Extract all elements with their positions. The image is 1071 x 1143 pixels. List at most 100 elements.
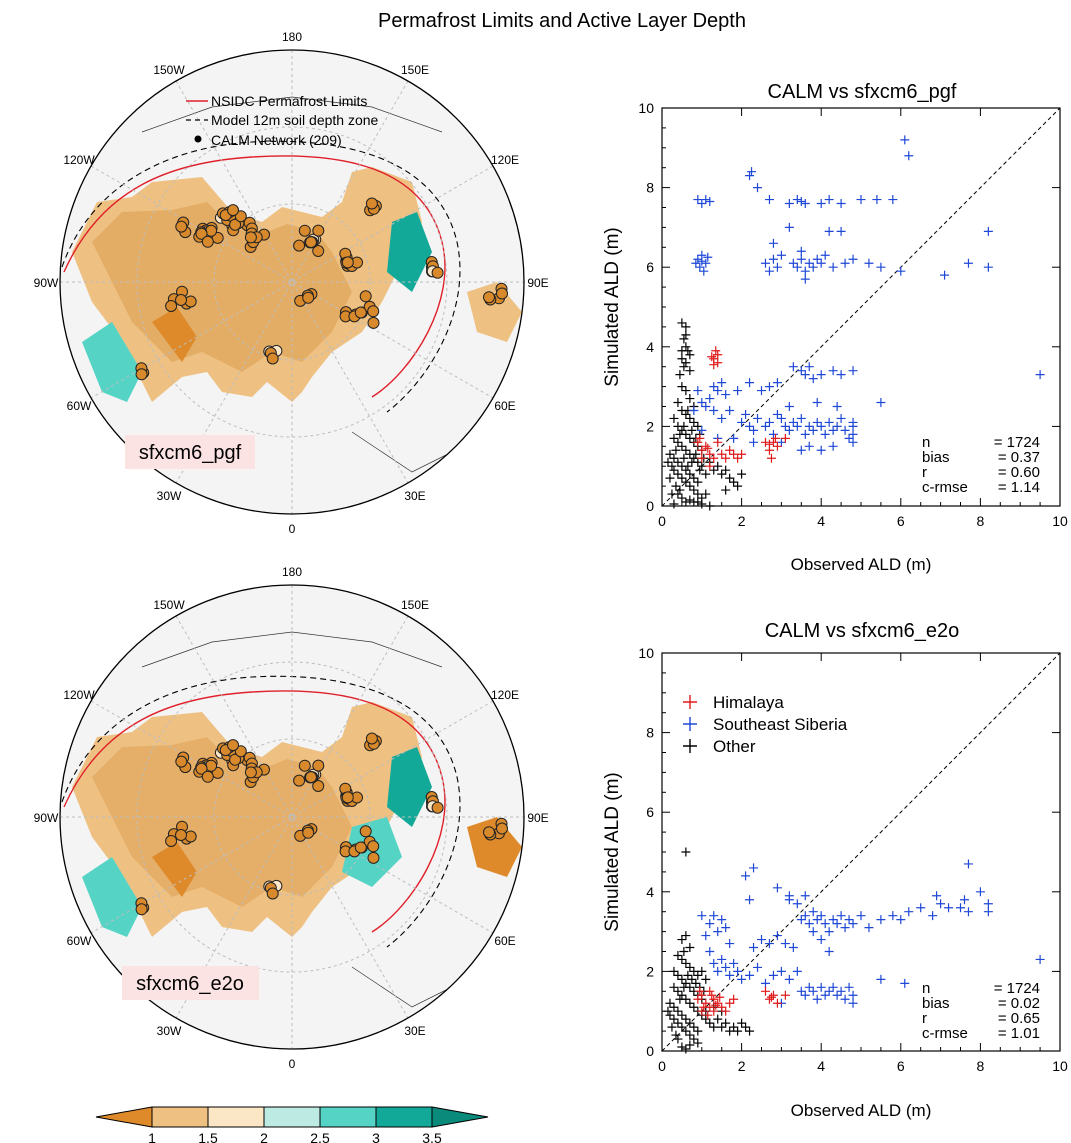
data-point-southeast-siberia	[709, 958, 719, 968]
data-point-other	[677, 382, 687, 392]
data-point-southeast-siberia	[768, 429, 778, 439]
data-point-southeast-siberia	[800, 266, 810, 276]
calm-sites-pgf	[135, 197, 508, 381]
calm-site-marker	[175, 755, 188, 768]
data-point-southeast-siberia	[816, 258, 826, 268]
stat-value: = 1724	[994, 434, 1040, 451]
data-point-southeast-siberia	[844, 433, 854, 443]
teal-zone-west	[82, 857, 142, 937]
colorbar-tick-label: 3.5	[422, 1130, 442, 1143]
data-point-southeast-siberia	[844, 982, 854, 992]
lon-label: 90W	[34, 811, 59, 825]
data-point-southeast-siberia	[784, 895, 794, 905]
colorbar-tick-label: 2.5	[310, 1130, 330, 1143]
model-label: sfxcm6_pgf	[139, 442, 242, 464]
data-point-southeast-siberia	[705, 197, 715, 207]
data-point-other	[701, 1014, 711, 1024]
one-to-one-line	[661, 107, 1061, 507]
x-tick-label: 0	[658, 1058, 666, 1074]
data-point-other	[691, 449, 701, 459]
calm-site-marker	[365, 197, 378, 210]
data-point-southeast-siberia	[812, 254, 822, 264]
data-point-himalaya	[695, 986, 705, 996]
data-point-southeast-siberia	[832, 421, 842, 431]
data-point-southeast-siberia	[772, 378, 782, 388]
stat-label: n	[922, 434, 930, 451]
data-point-southeast-siberia	[836, 911, 846, 921]
data-point-other	[701, 974, 711, 984]
data-point-himalaya	[695, 433, 705, 443]
data-point-other	[677, 441, 687, 451]
calm-site-marker	[184, 830, 197, 843]
data-point-southeast-siberia	[764, 382, 774, 392]
data-point-southeast-siberia	[705, 919, 715, 929]
data-point-himalaya	[709, 994, 719, 1004]
data-point-southeast-siberia	[745, 171, 755, 181]
x-tick-label: 4	[817, 1058, 825, 1074]
data-point-himalaya	[729, 994, 739, 1004]
data-point-himalaya	[709, 1006, 719, 1016]
calm-site-marker	[135, 903, 148, 916]
lon-label: 30W	[157, 1024, 182, 1038]
data-point-other	[677, 954, 687, 964]
data-point-himalaya	[760, 437, 770, 447]
data-point-other	[693, 1026, 703, 1036]
calm-site-marker	[229, 753, 242, 766]
data-point-other	[681, 931, 691, 941]
data-point-southeast-siberia	[975, 887, 985, 897]
data-point-southeast-siberia	[729, 433, 739, 443]
data-point-other	[689, 417, 699, 427]
data-point-other	[677, 1010, 687, 1020]
data-point-himalaya	[725, 998, 735, 1008]
data-point-other	[671, 481, 681, 491]
data-point-southeast-siberia	[1035, 954, 1045, 964]
data-point-southeast-siberia	[776, 437, 786, 447]
y-axis-label: Simulated ALD (m)	[602, 772, 623, 931]
data-point-himalaya	[699, 1002, 709, 1012]
calm-site-marker	[305, 236, 317, 249]
data-point-southeast-siberia	[804, 421, 814, 431]
data-point-southeast-siberia	[721, 923, 731, 933]
data-point-other	[671, 445, 681, 455]
data-point-himalaya	[707, 352, 717, 362]
data-point-southeast-siberia	[876, 974, 886, 984]
data-point-southeast-siberia	[757, 386, 766, 396]
data-point-southeast-siberia	[944, 903, 954, 913]
data-point-southeast-siberia	[741, 409, 751, 419]
data-point-southeast-siberia	[693, 195, 703, 205]
data-point-southeast-siberia	[832, 402, 842, 411]
scatter-pgf: CALM vs sfxcm6_pgf 0 2 4 6 8 10 0 2 4 6 8 10 Observ…	[602, 81, 1068, 574]
data-point-southeast-siberia	[828, 366, 838, 376]
data-point-southeast-siberia	[824, 947, 834, 956]
data-point-other	[685, 998, 695, 1008]
y-tick-label: 4	[646, 339, 654, 355]
data-point-southeast-siberia	[900, 978, 910, 988]
data-point-southeast-siberia	[768, 254, 778, 264]
teal-zone-west	[82, 322, 142, 402]
data-point-southeast-siberia	[820, 250, 830, 260]
data-point-southeast-siberia	[741, 871, 751, 881]
data-point-other	[683, 970, 693, 980]
data-point-southeast-siberia	[784, 974, 794, 984]
data-point-southeast-siberia	[784, 425, 794, 435]
data-point-southeast-siberia	[983, 907, 993, 917]
x-tick-label: 6	[897, 513, 905, 529]
scatter-points	[663, 847, 1045, 1054]
data-point-other	[679, 982, 689, 992]
data-point-himalaya	[715, 992, 725, 1002]
data-point-other	[685, 943, 695, 953]
data-point-southeast-siberia	[745, 970, 755, 980]
data-point-other	[705, 501, 715, 511]
stat-label: bias	[922, 449, 950, 466]
data-point-himalaya	[705, 461, 715, 471]
data-point-southeast-siberia	[695, 262, 705, 272]
model-zone-line	[61, 675, 461, 948]
data-point-southeast-siberia	[725, 939, 735, 949]
data-point-southeast-siberia	[808, 986, 818, 996]
legend-label-model-zone: Model 12m soil depth zone	[211, 112, 379, 128]
calm-site-marker	[175, 294, 187, 306]
data-point-himalaya	[717, 449, 727, 459]
data-point-himalaya	[709, 453, 719, 463]
x-tick-label: 4	[817, 513, 825, 529]
data-point-southeast-siberia	[780, 939, 790, 949]
